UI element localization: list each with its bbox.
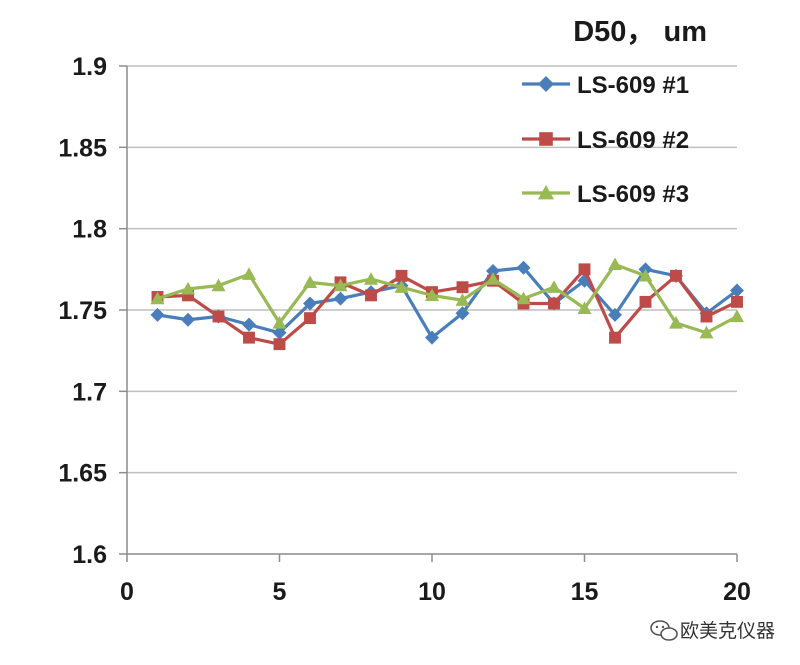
data-point [150, 291, 165, 305]
data-point [516, 260, 531, 275]
y-tick-label: 1.9 [72, 53, 107, 81]
watermark: 欧美克仪器 [650, 620, 775, 642]
legend: LS-609 #1 LS-609 #2 LS-609 #3 [522, 72, 689, 208]
data-point [212, 310, 225, 323]
data-point [547, 280, 561, 293]
series-layer [150, 257, 744, 351]
data-point [181, 312, 195, 327]
data-point [181, 281, 195, 295]
series-ls-609-3 [150, 257, 744, 339]
legend-label: LS-609 #2 [577, 127, 689, 154]
data-point [730, 309, 744, 323]
data-point [486, 272, 500, 285]
legend-item: LS-609 #2 [522, 127, 689, 154]
x-tick-label: 5 [273, 578, 287, 606]
data-point [394, 280, 409, 293]
y-tick-label: 1.75 [58, 297, 107, 325]
data-point [578, 263, 591, 276]
data-point [272, 316, 287, 329]
data-point [669, 316, 683, 329]
data-point [538, 185, 554, 200]
data-point [638, 268, 653, 282]
y-tick-label: 1.7 [72, 378, 107, 406]
data-point [242, 317, 256, 332]
data-point [333, 278, 348, 292]
data-point [364, 272, 378, 285]
data-point [538, 76, 554, 92]
x-tick-label: 15 [571, 578, 599, 606]
x-tick-label: 20 [723, 578, 751, 606]
x-tick-label: 0 [120, 578, 134, 606]
legend-item: LS-609 #1 [522, 72, 689, 99]
x-tick-label: 10 [418, 578, 446, 606]
data-point [243, 331, 255, 344]
data-point [731, 295, 743, 308]
data-point [333, 291, 348, 306]
data-point [609, 331, 621, 344]
tick-labels: 1.6 1.65 1.7 1.75 1.8 1.85 1.9 0 5 10 15 20 [58, 53, 751, 606]
data-point [273, 338, 286, 351]
chart-title: D50， um [573, 16, 707, 48]
legend-item: LS-609 #3 [522, 181, 689, 208]
data-point [425, 330, 439, 345]
data-point [608, 307, 622, 322]
data-point [548, 297, 560, 310]
legend-label: LS-609 #3 [577, 181, 689, 208]
data-point [150, 307, 165, 322]
data-point [365, 289, 377, 302]
data-point [242, 267, 256, 280]
data-point [516, 291, 531, 305]
y-tick-label: 1.6 [72, 541, 107, 569]
data-point [304, 312, 316, 325]
series-line [157, 262, 738, 335]
data-point [608, 257, 622, 271]
y-tick-label: 1.85 [58, 134, 107, 162]
y-tick-label: 1.8 [72, 216, 107, 244]
data-point [539, 132, 553, 146]
axes [119, 65, 738, 562]
data-point [455, 306, 470, 321]
data-point [730, 283, 744, 298]
data-point [639, 295, 652, 308]
data-point [425, 288, 439, 301]
legend-label: LS-609 #1 [577, 72, 689, 99]
data-point [577, 301, 592, 314]
gridlines [127, 65, 737, 474]
data-point [699, 325, 714, 339]
data-point [272, 325, 287, 340]
data-point [182, 289, 194, 302]
data-point [303, 296, 317, 311]
watermark-text: 欧美克仪器 [680, 620, 775, 642]
data-point [303, 275, 317, 288]
data-point [211, 278, 226, 292]
wechat-icon [650, 620, 678, 641]
data-point [700, 310, 713, 323]
data-point [486, 263, 500, 278]
data-point [456, 281, 469, 294]
data-point [455, 293, 470, 306]
y-tick-label: 1.65 [58, 460, 107, 488]
data-point [670, 269, 682, 282]
data-point [395, 269, 408, 282]
